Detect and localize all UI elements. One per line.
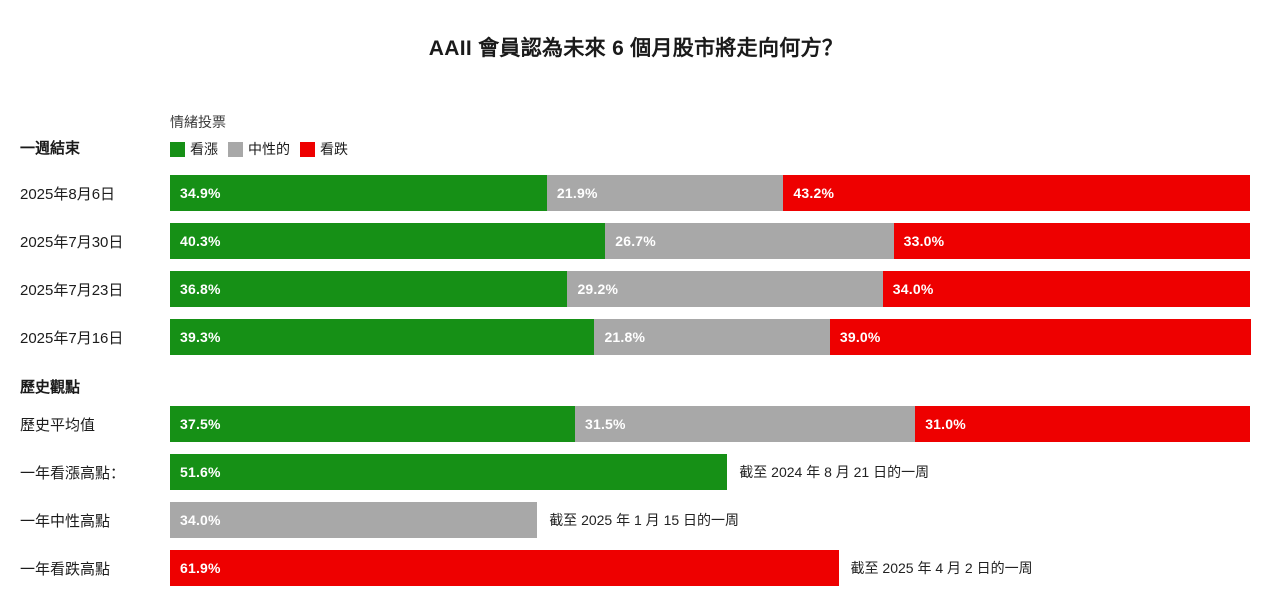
- bullish-bar-segment: 36.8%: [170, 271, 568, 307]
- chart-row: 2025年8月6日 34.9% 21.9% 43.2%: [20, 175, 1250, 211]
- legend: 情緒投票 看漲 中性的 看跌: [170, 112, 1250, 159]
- bar-note: 截至 2025 年 1 月 15 日的一周: [549, 512, 740, 528]
- bar-value-label: 36.8%: [180, 281, 221, 297]
- bearish-bar-segment: 33.0%: [893, 223, 1250, 259]
- section-heading: 歷史觀點: [20, 379, 81, 396]
- chart-row: 2025年7月16日 39.3% 21.8% 39.0%: [20, 319, 1252, 355]
- row-bars: 61.9% 截至 2025 年 4 月 2 日的一周: [170, 550, 1250, 586]
- section-heading-week-ending: 一週結束: [20, 140, 81, 157]
- bullish-bar-segment: 51.6%: [170, 454, 728, 490]
- legend-label-bullish: 看漲: [190, 141, 218, 157]
- legend-label-bearish: 看跌: [320, 141, 348, 157]
- bar-value-label: 21.9%: [556, 185, 598, 201]
- bar-value-label: 40.3%: [180, 233, 221, 249]
- row-bars: 51.6% 截至 2024 年 8 月 21 日的一周: [170, 454, 1250, 490]
- bearish-bar-segment: 61.9%: [170, 550, 839, 586]
- bearish-bar-segment: 39.0%: [829, 319, 1252, 355]
- neutral-swatch-icon: [228, 141, 243, 157]
- bar-value-label: 26.7%: [615, 233, 656, 249]
- bar-value-label: 31.5%: [585, 416, 626, 432]
- row-label: 一年看漲高點：: [20, 464, 126, 482]
- bar-value-label: 34.9%: [180, 185, 221, 201]
- bar-value-label: 37.5%: [180, 416, 221, 432]
- row-label: 2025年7月16日: [20, 329, 124, 347]
- bar-value-label: 31.0%: [925, 416, 966, 432]
- bar-value-label: 51.6%: [180, 464, 221, 480]
- row-bars: 34.9% 21.9% 43.2%: [170, 175, 1250, 211]
- bar-value-label: 21.8%: [604, 329, 646, 345]
- neutral-bar-segment: 21.9%: [546, 175, 784, 211]
- bar-value-label: 29.2%: [577, 281, 619, 297]
- chart-row: 一年看漲高點： 51.6% 截至 2024 年 8 月 21 日的一周: [20, 454, 1250, 490]
- row-label: 2025年7月30日: [20, 233, 124, 251]
- chart-rows: 2025年8月6日 34.9% 21.9% 43.2% 2025年7月30日 40.3% 2…: [20, 175, 1252, 586]
- bar-note: 截至 2024 年 8 月 21 日的一周: [739, 464, 930, 480]
- row-label: 2025年8月6日: [20, 185, 116, 203]
- legend-label-neutral: 中性的: [248, 141, 290, 157]
- page-title: AAII 會員認為未來 6 個月股市將走向何方？: [428, 37, 844, 60]
- bullish-bar-segment: 40.3%: [170, 223, 606, 259]
- row-bars: 34.0% 截至 2025 年 1 月 15 日的一周: [170, 502, 1250, 538]
- chart-row: 2025年7月30日 40.3% 26.7% 33.0%: [20, 223, 1250, 259]
- row-label: 歷史平均值: [20, 416, 96, 434]
- bar-value-label: 34.0%: [892, 281, 934, 297]
- bearish-swatch-icon: [300, 141, 315, 157]
- bearish-bar-segment: 34.0%: [882, 271, 1250, 307]
- row-bars: 36.8% 29.2% 34.0%: [170, 271, 1250, 307]
- bullish-bar-segment: 34.9%: [170, 175, 547, 211]
- neutral-bar-segment: 26.7%: [605, 223, 894, 259]
- neutral-bar-segment: 31.5%: [575, 406, 916, 442]
- bar-value-label: 34.0%: [180, 512, 221, 528]
- row-bars: 40.3% 26.7% 33.0%: [170, 223, 1250, 259]
- row-label: 一年中性高點: [20, 512, 111, 530]
- bar-value-label: 43.2%: [793, 185, 835, 201]
- neutral-bar-segment: 21.8%: [594, 319, 830, 355]
- chart-row: 一年中性高點 34.0% 截至 2025 年 1 月 15 日的一周: [20, 502, 1250, 538]
- row-label: 2025年7月23日: [20, 281, 124, 299]
- chart-row: 2025年7月23日 36.8% 29.2% 34.0%: [20, 271, 1250, 307]
- bar-value-label: 39.0%: [839, 329, 881, 345]
- row-bars: 37.5% 31.5% 31.0%: [170, 406, 1250, 442]
- bearish-bar-segment: 43.2%: [783, 175, 1250, 211]
- bearish-bar-segment: 31.0%: [915, 406, 1250, 442]
- bar-value-label: 33.0%: [903, 233, 945, 249]
- bar-note: 截至 2025 年 4 月 2 日的一周: [850, 560, 1033, 576]
- legend-items: 看漲 中性的 看跌: [170, 139, 1250, 159]
- chart-row: 一年看跌高點 61.9% 截至 2025 年 4 月 2 日的一周: [20, 550, 1250, 586]
- neutral-bar-segment: 34.0%: [170, 502, 538, 538]
- sentiment-chart: 一週結束 情緒投票 看漲 中性的 看跌 2025年8月6日 34.9% 21.9% 43.…: [0, 112, 1272, 586]
- legend-item-bearish: 看跌: [300, 139, 348, 159]
- chart-row: 歷史平均值 37.5% 31.5% 31.0%: [20, 406, 1250, 442]
- legend-item-bullish: 看漲: [170, 139, 218, 159]
- legend-title: 情緒投票: [170, 114, 226, 130]
- legend-item-neutral: 中性的: [228, 139, 290, 159]
- neutral-bar-segment: 29.2%: [567, 271, 883, 307]
- row-label: 一年看跌高點: [20, 560, 111, 578]
- bullish-bar-segment: 37.5%: [170, 406, 575, 442]
- bullish-swatch-icon: [170, 141, 185, 157]
- row-bars: 39.3% 21.8% 39.0%: [170, 319, 1252, 355]
- legend-row: 一週結束 情緒投票 看漲 中性的 看跌: [20, 112, 1250, 159]
- bar-value-label: 61.9%: [180, 560, 221, 576]
- bar-value-label: 39.3%: [180, 329, 221, 345]
- bullish-bar-segment: 39.3%: [170, 319, 595, 355]
